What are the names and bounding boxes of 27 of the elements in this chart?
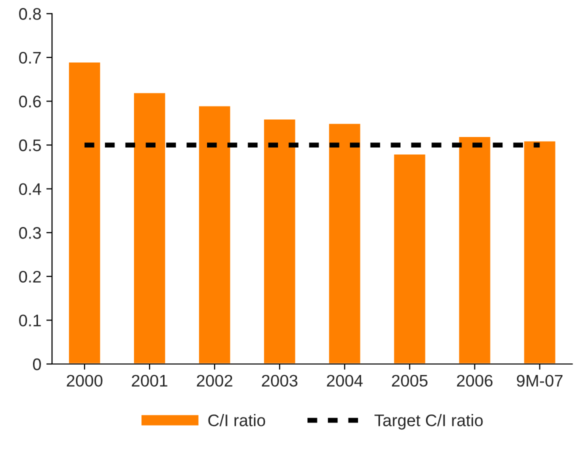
y-tick-label: 0.3: [19, 227, 41, 239]
x-tick-label: 2000: [66, 374, 102, 387]
bar: [458, 136, 492, 364]
x-tick-label: 9M-07: [516, 374, 562, 387]
legend-label: C/I ratio: [208, 414, 266, 426]
y-tick-label: 0.1: [19, 314, 41, 326]
x-tick-label: 2002: [196, 374, 232, 387]
bar: [262, 118, 297, 364]
y-tick-label: 0.2: [19, 270, 41, 283]
x-tick-label: 2004: [326, 374, 363, 387]
y-tick-label: 0.7: [19, 52, 41, 64]
y-tick-label: 0: [32, 358, 41, 370]
bar: [392, 153, 427, 364]
bar: [328, 122, 362, 364]
x-tick-label: 2005: [392, 374, 428, 387]
bar: [522, 140, 557, 364]
bar: [68, 61, 102, 364]
y-tick-label: 0.6: [19, 96, 41, 108]
y-tick-label: 0.5: [19, 139, 41, 152]
bar: [132, 92, 167, 364]
y-tick-label: 0.8: [19, 8, 41, 20]
legend-label: Target C/I ratio: [374, 414, 483, 430]
x-tick-label: 2003: [262, 374, 298, 387]
y-tick-label: 0.4: [19, 183, 42, 196]
x-tick-label: 2001: [132, 374, 168, 387]
x-tick-label: 2006: [456, 374, 492, 387]
bar: [198, 104, 232, 364]
